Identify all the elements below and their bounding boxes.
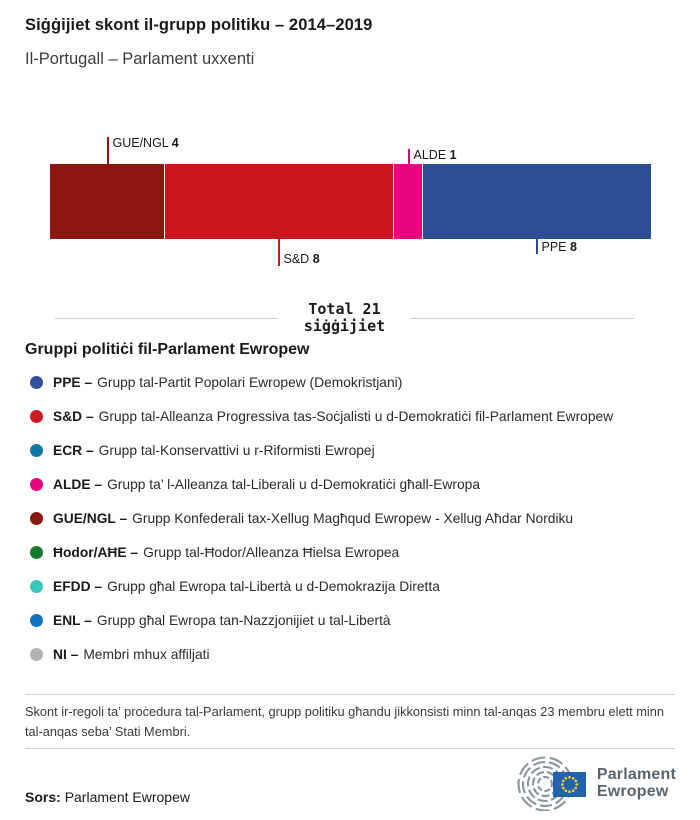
legend-color-dot bbox=[30, 477, 43, 491]
total-row: Total 21 siġġijiet bbox=[55, 299, 634, 337]
callout-line bbox=[278, 239, 280, 266]
legend-item-alde: ALDE – Grupp ta’ l-Alleanza tal-Liberali… bbox=[25, 467, 687, 501]
bar-segment-ppe[interactable] bbox=[422, 164, 651, 239]
callout-label: S&D 8 bbox=[283, 252, 320, 266]
legend-item-enl: ENL – Grupp għal Ewropa tan-Nazzjonijiet… bbox=[25, 603, 687, 637]
legend-abbr: Ħodor/AĦE – bbox=[53, 544, 139, 560]
callout-label: GUE/NGL 4 bbox=[112, 136, 179, 150]
legend-abbr: ECR – bbox=[53, 442, 94, 458]
legend-item-ppe: PPE – Grupp tal-Partit Popolari Ewropew … bbox=[25, 365, 687, 399]
callout-gue-ngl: GUE/NGL 4 bbox=[107, 137, 179, 164]
source-value: Parlament Ewropew bbox=[64, 789, 190, 805]
legend-desc: Membri mhux affiljati bbox=[83, 646, 210, 662]
legend-color-dot bbox=[30, 409, 43, 423]
legend-color-dot bbox=[30, 579, 43, 593]
legend-item-gue-ngl: GUE/NGL – Grupp Konfederali tax-Xellug M… bbox=[25, 501, 687, 535]
total-divider-right bbox=[411, 317, 634, 319]
source-line: Sors: Parlament Ewropew bbox=[25, 789, 190, 805]
legend-desc: Grupp għal Ewropa tan-Nazzjonijiet u tal… bbox=[96, 612, 391, 628]
callout-line bbox=[107, 137, 109, 164]
legend-item-efdd: EFDD – Grupp għal Ewropa tal-Libertà u d… bbox=[25, 569, 687, 603]
ep-logo: Parlament Ewropew bbox=[515, 755, 676, 811]
logo-wordmark: Parlament Ewropew bbox=[597, 766, 676, 800]
bar-segment-s-d[interactable] bbox=[163, 164, 393, 239]
legend-item-hodor-ahe: Ħodor/AĦE – Grupp tal-Ħodor/Alleanza Ħie… bbox=[25, 535, 687, 569]
eu-flag-icon bbox=[552, 772, 586, 797]
note-divider-top bbox=[25, 694, 675, 695]
callout-sd: S&D 8 bbox=[278, 239, 320, 266]
callout-line bbox=[536, 239, 538, 254]
legend-heading: Gruppi politiċi fil-Parlament Ewropew bbox=[25, 341, 310, 358]
seats-bar bbox=[50, 164, 651, 239]
total-label: Total 21 siġġijiet bbox=[303, 299, 386, 335]
legend-abbr: ENL – bbox=[53, 612, 92, 628]
legend-item-ni: NI – Membri mhux affiljati bbox=[25, 637, 687, 671]
legend-item-sd: S&D – Grupp tal-Alleanza Progressiva tas… bbox=[25, 399, 687, 433]
source-label: Sors: bbox=[25, 789, 61, 805]
page-title: Siġġijiet skont il-grupp politiku – 2014… bbox=[25, 16, 373, 34]
bar-segment-gue-ngl[interactable] bbox=[50, 164, 164, 239]
legend-color-dot bbox=[30, 613, 43, 627]
legend-desc: Grupp għal Ewropa tal-Libertà u d-Demokr… bbox=[107, 578, 440, 594]
callout-alde: ALDE 1 bbox=[408, 149, 457, 164]
hemicycle-icon bbox=[517, 756, 586, 811]
callout-label: ALDE 1 bbox=[413, 148, 457, 162]
legend-abbr: EFDD – bbox=[53, 578, 103, 594]
legend-list: PPE – Grupp tal-Partit Popolari Ewropew … bbox=[25, 365, 687, 671]
note-divider-bottom bbox=[25, 748, 675, 749]
legend-abbr: ALDE – bbox=[53, 476, 103, 492]
legend-color-dot bbox=[30, 545, 43, 559]
legend-abbr: GUE/NGL – bbox=[53, 510, 128, 526]
footnote: Skont ir-regoli ta’ proċedura tal-Parlam… bbox=[25, 704, 664, 739]
legend-color-dot bbox=[30, 443, 43, 457]
legend-color-dot bbox=[30, 647, 43, 661]
legend-desc: Grupp ta’ l-Alleanza tal-Liberali u d-De… bbox=[107, 476, 481, 492]
callout-label: PPE 8 bbox=[541, 240, 577, 254]
bar-segment-alde[interactable] bbox=[392, 164, 423, 239]
legend-color-dot bbox=[30, 375, 43, 389]
callout-ppe: PPE 8 bbox=[536, 239, 577, 254]
legend-desc: Grupp Konfederali tax-Xellug Magħqud Ewr… bbox=[132, 510, 574, 526]
callout-line bbox=[408, 149, 410, 164]
legend-color-dot bbox=[30, 511, 43, 525]
legend-abbr: NI – bbox=[53, 646, 79, 662]
legend-desc: Grupp tal-Partit Popolari Ewropew (Demok… bbox=[97, 374, 403, 390]
logo-wordmark-line1: Parlament bbox=[596, 766, 676, 783]
legend-desc: Grupp tal-Ħodor/Alleanza Ħielsa Ewropea bbox=[143, 544, 400, 560]
legend-abbr: PPE – bbox=[53, 374, 93, 390]
total-divider-left bbox=[55, 317, 278, 319]
logo-wordmark-line2: Ewropew bbox=[596, 783, 669, 800]
legend-item-ecr: ECR – Grupp tal-Konservattivi u r-Riform… bbox=[25, 433, 687, 467]
legend-desc: Grupp tal-Konservattivi u r-Riformisti E… bbox=[98, 442, 375, 458]
legend-abbr: S&D – bbox=[53, 408, 94, 424]
page-subtitle: Il-Portugall – Parlament uxxenti bbox=[25, 50, 255, 68]
legend-desc: Grupp tal-Alleanza Progressiva tas-Soċja… bbox=[98, 408, 614, 424]
